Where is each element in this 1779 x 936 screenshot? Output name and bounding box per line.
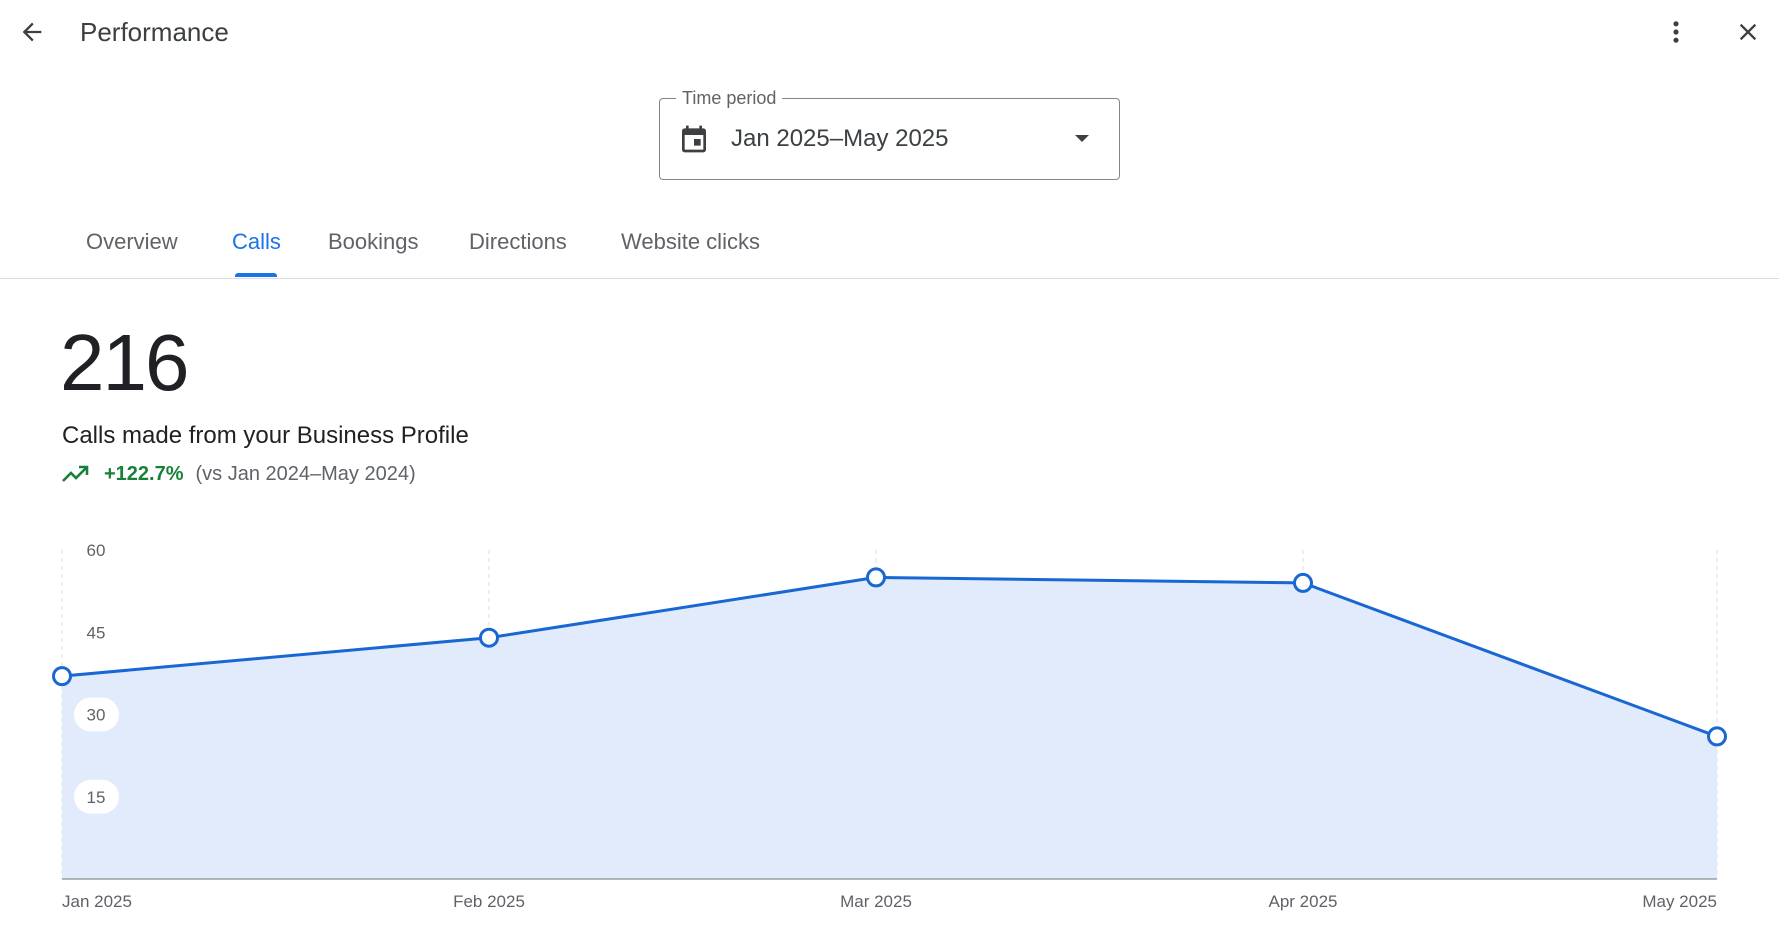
x-tick-label: Apr 2025 [1269, 892, 1338, 911]
x-tick-label: Mar 2025 [840, 892, 912, 911]
data-point [479, 627, 499, 648]
calls-chart: 15 30 45 60 Jan 2025 Feb 2025 Mar 2025 Apr 2025… [52, 541, 1727, 911]
data-point [52, 666, 72, 687]
y-tick-chip [74, 697, 119, 732]
data-point [866, 567, 886, 588]
series-area [62, 577, 1717, 879]
y-tick-chip [74, 779, 119, 814]
more-options-button[interactable] [1656, 12, 1696, 52]
page-title: Performance [80, 17, 229, 47]
trend-percentage: +122.7% [104, 462, 184, 485]
trending-up-icon [62, 465, 89, 482]
time-period-value: Jan 2025–May 2025 [731, 125, 949, 152]
metric-label: Calls made from your Business Profile [62, 422, 469, 449]
tab-bookings[interactable]: Bookings [328, 229, 419, 254]
trend-summary: +122.7% (vs Jan 2024–May 2024) [62, 460, 416, 488]
close-button[interactable] [1728, 12, 1768, 52]
calendar-icon [682, 125, 706, 153]
x-tick-label: Jan 2025 [62, 892, 132, 911]
tab-website-clicks[interactable]: Website clicks [621, 229, 760, 254]
close-icon [1739, 23, 1757, 41]
data-point [1293, 572, 1313, 593]
time-period-select[interactable]: Time period Jan 2025–May 2025 [659, 87, 1120, 180]
y-tick-label: 15 [87, 788, 106, 807]
time-period-label: Time period [676, 87, 783, 109]
arrow-back-icon [22, 22, 42, 42]
data-point [1707, 726, 1727, 747]
tab-directions[interactable]: Directions [469, 229, 567, 254]
y-tick-label: 45 [87, 623, 106, 642]
back-button[interactable] [12, 12, 52, 52]
y-tick-label: 30 [87, 706, 106, 725]
dropdown-arrow-icon [1075, 135, 1089, 142]
y-tick-label: 60 [87, 541, 106, 560]
active-tab-indicator [235, 273, 277, 277]
tab-calls[interactable]: Calls [232, 229, 281, 254]
x-tick-label: Feb 2025 [453, 892, 525, 911]
app-header: Performance [0, 0, 1779, 64]
metric-tabs: Overview Calls Bookings Directions Websi… [0, 214, 1779, 279]
trend-comparison: (vs Jan 2024–May 2024) [195, 462, 416, 485]
more-vert-icon [1673, 21, 1679, 43]
tab-overview[interactable]: Overview [86, 229, 178, 254]
metric-total: 216 [60, 318, 189, 407]
x-tick-label: May 2025 [1642, 892, 1717, 911]
